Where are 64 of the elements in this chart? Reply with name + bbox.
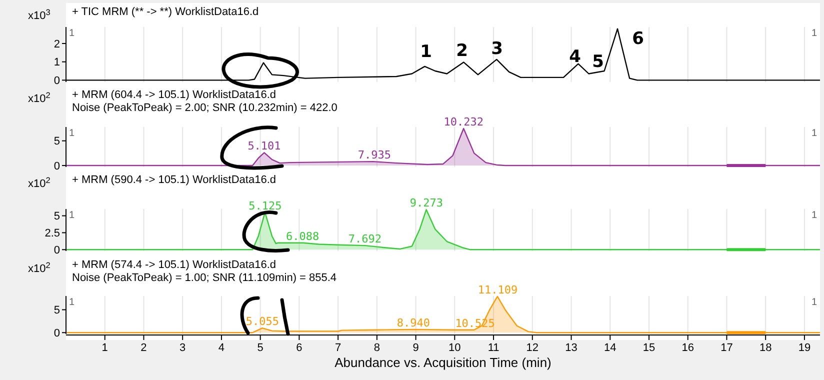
y-tick-label: 2: [54, 38, 60, 50]
x-tick-label: 10: [448, 342, 461, 354]
annotation: 1: [69, 210, 75, 221]
x-tick-label: 16: [682, 342, 694, 354]
x-tick-label: 8: [374, 342, 380, 354]
y-tick-label: 5: [54, 210, 60, 223]
chart-subtitle: Noise (PeakToPeak) = 2.00; SNR (10.232min) = 422.0: [72, 102, 338, 114]
x-tick-label: 17: [720, 342, 733, 354]
x-tick-label: 6: [296, 342, 302, 354]
annotation: 3: [491, 39, 503, 59]
y-axis-title: x10$^{2}$: [28, 260, 51, 275]
annotation: 8.940: [396, 316, 430, 330]
x-tick-label: 13: [565, 342, 578, 354]
x-tick-label: 15: [642, 342, 656, 354]
x-tick-label: 3: [180, 342, 186, 354]
y-tick-label: 5: [54, 304, 60, 317]
x-tick-label: 19: [798, 342, 811, 354]
annotation: 6: [632, 29, 644, 49]
annotation: 9.273: [410, 196, 443, 210]
x-tick-label: 1: [102, 342, 108, 354]
chart-subtitle: Noise (PeakToPeak) = 1.00; SNR (11.109min) = 855.4: [72, 272, 337, 284]
annotation: 5: [592, 52, 604, 72]
annotation: 5.125: [248, 199, 282, 212]
y-tick-label: 2.5: [44, 228, 60, 240]
x-tick-label: 9: [412, 342, 419, 354]
x-tick-label: 7: [335, 342, 342, 354]
annotation: 2: [456, 41, 468, 61]
y-axis-title: x10$^{3}$: [28, 8, 51, 22]
x-tick-label: 11: [488, 342, 500, 354]
annotation: 1: [69, 297, 75, 308]
y-tick-label: 0: [54, 244, 60, 256]
chart-title: + MRM (590.4 -> 105.1) WorklistData16.d: [72, 174, 276, 186]
annotation: 7.935: [358, 148, 391, 162]
annotation: 1: [69, 28, 75, 39]
x-axis-title: Abundance vs. Acquisition Time (min): [334, 355, 552, 370]
annotation: 1: [811, 210, 818, 221]
annotation: 10.232: [444, 115, 484, 128]
y-tick-label: 0: [54, 75, 60, 88]
annotation: 4: [569, 47, 582, 67]
annotation: 5.055: [246, 315, 280, 328]
annotation: 5.101: [248, 140, 281, 153]
annotation: 1: [420, 42, 432, 62]
x-tick-label: 5: [257, 342, 264, 354]
annotation: 7.692: [348, 232, 382, 246]
y-tick-label: 0: [54, 160, 60, 172]
y-tick-label: 5: [54, 136, 60, 148]
y-axis-title: x10$^{2}$: [28, 90, 51, 105]
annotation: 1: [811, 297, 818, 308]
y-tick-label: 0: [54, 327, 60, 340]
annotation: 1: [69, 128, 75, 139]
chart-title: + TIC MRM (** -> **) WorklistData16.d: [72, 6, 259, 18]
x-tick-label: 18: [759, 342, 772, 354]
y-axis-title: x10$^{2}$: [28, 176, 51, 190]
x-tick-label: 14: [604, 342, 616, 354]
x-tick-label: 4: [218, 342, 225, 354]
annotation: 1: [811, 128, 818, 139]
chart-title: + MRM (604.4 -> 105.1) WorklistData16.d: [72, 89, 276, 101]
x-tick-label: 12: [526, 342, 539, 354]
annotation: 6.088: [286, 230, 320, 243]
annotation: 1: [811, 28, 818, 39]
chart-title: + MRM (574.4 -> 105.1) WorklistData16.d: [72, 259, 276, 271]
annotation: 11.109: [478, 283, 518, 296]
x-tick-label: 2: [140, 342, 147, 354]
y-tick-label: 1: [54, 56, 60, 69]
